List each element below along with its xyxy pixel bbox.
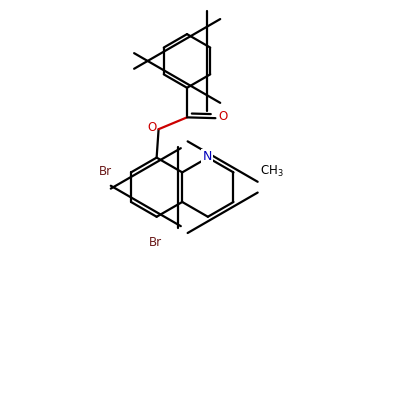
Text: N: N (202, 150, 212, 163)
Text: O: O (147, 121, 156, 134)
Text: Br: Br (99, 166, 112, 178)
Text: Br: Br (149, 236, 162, 250)
Text: CH$_3$: CH$_3$ (260, 164, 284, 179)
Text: O: O (219, 110, 228, 123)
